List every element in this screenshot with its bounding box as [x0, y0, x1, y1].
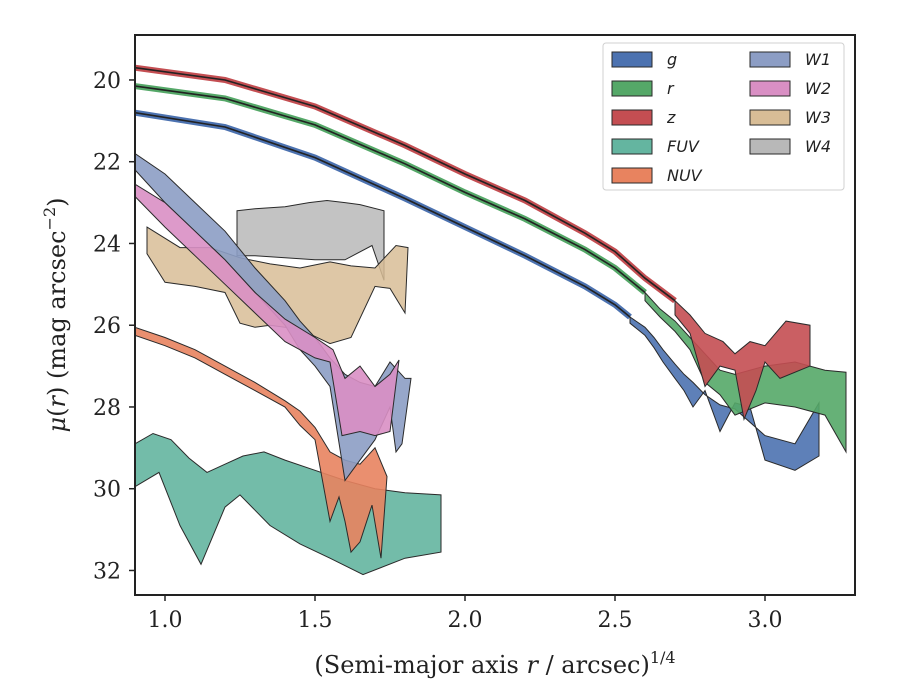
y-tick-label: 30 — [93, 478, 121, 503]
y-axis-label-unit: ) (mag arcsec — [43, 230, 71, 396]
x-tick-label: 2.0 — [448, 608, 483, 633]
band-g — [629, 316, 820, 471]
y-tick-label: 32 — [93, 559, 121, 584]
x-tick-label: 1.0 — [148, 608, 183, 633]
legend-swatch-z — [611, 109, 653, 126]
band-w2 — [135, 183, 400, 437]
legend-swatch-w4 — [749, 138, 791, 155]
y-axis: 20 22 24 26 28 30 32 — [93, 69, 135, 584]
x-axis-label-superscript: 1/4 — [650, 648, 676, 667]
legend-swatch-w2 — [749, 80, 791, 97]
y-tick-label: 26 — [93, 314, 121, 339]
band-w4 — [236, 199, 385, 281]
y-axis-label-close: ) — [43, 197, 71, 206]
y-axis-label-r: r — [43, 395, 71, 408]
x-tick-label: 3.0 — [748, 608, 783, 633]
profile-bands — [135, 152, 847, 576]
x-axis-label: (Semi-major axis r / arcsec)1/4 — [314, 648, 675, 679]
x-axis-label-post: / arcsec) — [538, 651, 650, 679]
legend-swatch-w3 — [749, 109, 791, 126]
legend-swatch-nuv — [611, 167, 653, 184]
legend: grz FUV NUV W1 W2 W3 W4 — [602, 42, 845, 191]
plot-frame — [134, 34, 856, 596]
x-axis: 1.0 1.5 2.0 2.5 3.0 — [148, 595, 783, 633]
y-tick-label: 22 — [93, 151, 121, 176]
legend-swatch-w1 — [749, 51, 791, 68]
profile-line-r — [135, 85, 646, 294]
x-tick-label: 2.5 — [598, 608, 633, 633]
profile-line-z — [135, 66, 676, 302]
profile-lines — [135, 64, 677, 320]
y-tick-label: 24 — [93, 232, 121, 257]
band-nuv — [135, 326, 388, 559]
band-z — [674, 299, 811, 421]
y-tick-label: 20 — [93, 69, 121, 94]
legend-label-w2: W2 — [805, 79, 831, 98]
y-axis-label-open: ( — [43, 408, 71, 417]
legend-label-w1: W1 — [805, 50, 831, 69]
legend-swatch-g — [611, 51, 653, 68]
legend-label-w4: W4 — [805, 137, 831, 156]
x-tick-label: 1.5 — [298, 608, 333, 633]
legend-swatch-r — [611, 80, 653, 97]
band-fuv — [135, 432, 442, 576]
y-axis-label-mu: μ — [43, 417, 71, 433]
y-tick-label: 28 — [93, 396, 121, 421]
y-axis-label-superscript: −2 — [40, 207, 59, 231]
legend-label-fuv: FUV — [667, 137, 700, 156]
legend-label-r: r — [667, 79, 675, 98]
y-axis-label: μ(r) (mag arcsec−2) — [40, 197, 71, 432]
legend-label-nuv: NUV — [667, 166, 703, 185]
x-axis-label-symbol: r — [526, 651, 539, 679]
legend-label-w3: W3 — [805, 108, 831, 127]
legend-swatch-fuv — [611, 138, 653, 155]
x-axis-label-pre: (Semi-major axis — [314, 651, 526, 679]
legend-label-z: z — [666, 108, 676, 127]
legend-label-g: g — [667, 50, 677, 69]
profile-line-g — [135, 111, 631, 318]
